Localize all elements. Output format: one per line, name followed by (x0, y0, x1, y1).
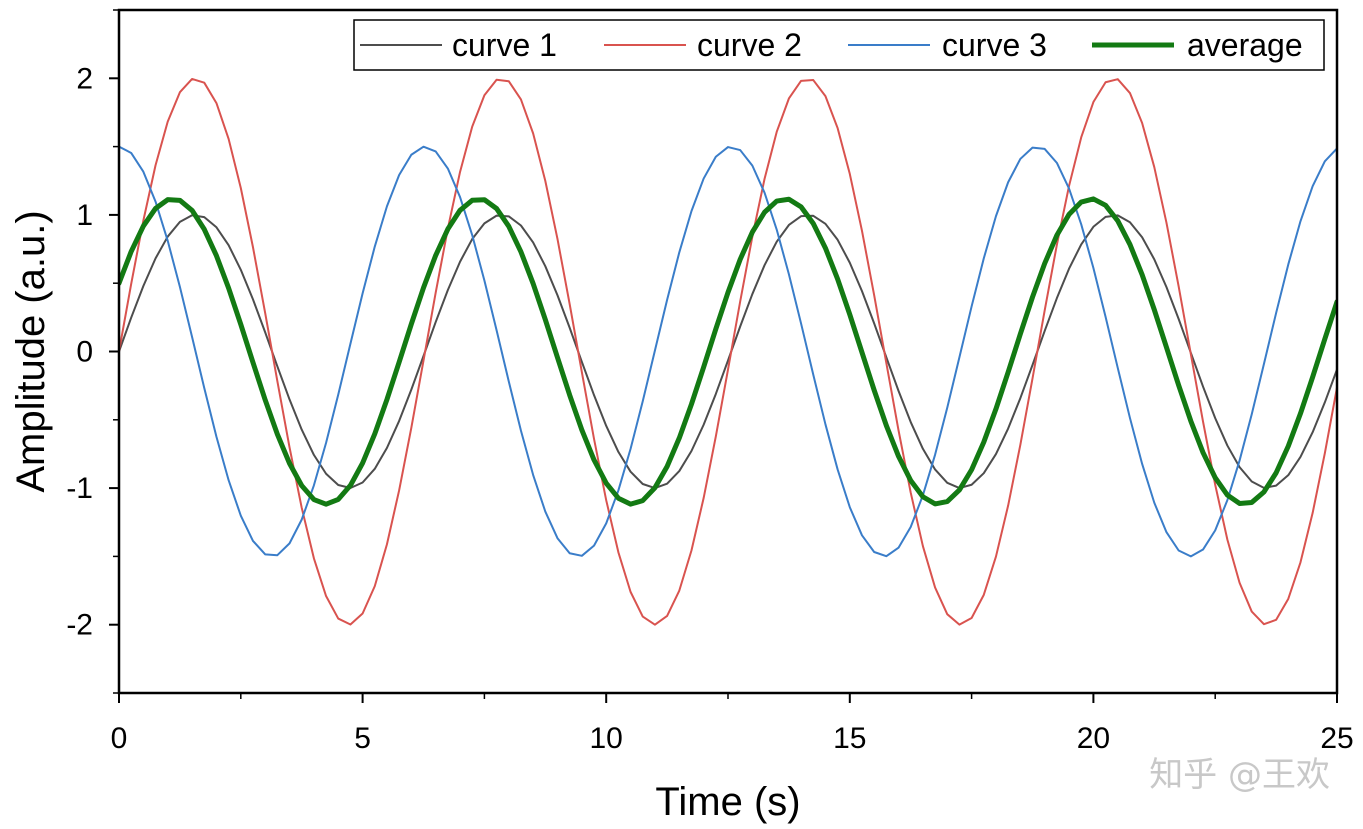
series-line-curve-1 (119, 214, 1337, 490)
y-axis-title: Amplitude (a.u.) (9, 210, 53, 492)
series-line-average (119, 196, 1337, 507)
x-axis-ticks: 0 5 10 15 20 25 (111, 693, 1354, 755)
y-tick-label: 1 (76, 199, 93, 232)
x-tick-label: 15 (833, 722, 866, 755)
legend: curve 1 curve 2 curve 3 average (353, 19, 1325, 71)
x-tick-label: 10 (590, 722, 623, 755)
x-tick-label: 0 (111, 722, 128, 755)
series-lines (119, 77, 1337, 626)
series-line-curve-2 (119, 77, 1337, 626)
y-tick-label: -1 (66, 472, 93, 505)
x-tick-label: 20 (1077, 722, 1110, 755)
legend-label-curve-1: curve 1 (452, 27, 557, 63)
x-tick-label: 25 (1320, 722, 1353, 755)
legend-label-curve-3: curve 3 (942, 27, 1047, 63)
y-tick-label: 0 (76, 336, 93, 369)
y-tick-label: -2 (66, 609, 93, 642)
y-axis-ticks: -2 -1 0 1 2 (66, 9, 119, 694)
legend-label-curve-2: curve 2 (697, 27, 802, 63)
watermark: 知乎 @王欢 (1149, 755, 1330, 795)
series-line-curve-3 (119, 145, 1337, 558)
x-tick-label: 5 (354, 722, 371, 755)
legend-label-average: average (1187, 27, 1303, 63)
x-axis-title: Time (s) (655, 780, 800, 824)
y-tick-label: 2 (76, 62, 93, 95)
